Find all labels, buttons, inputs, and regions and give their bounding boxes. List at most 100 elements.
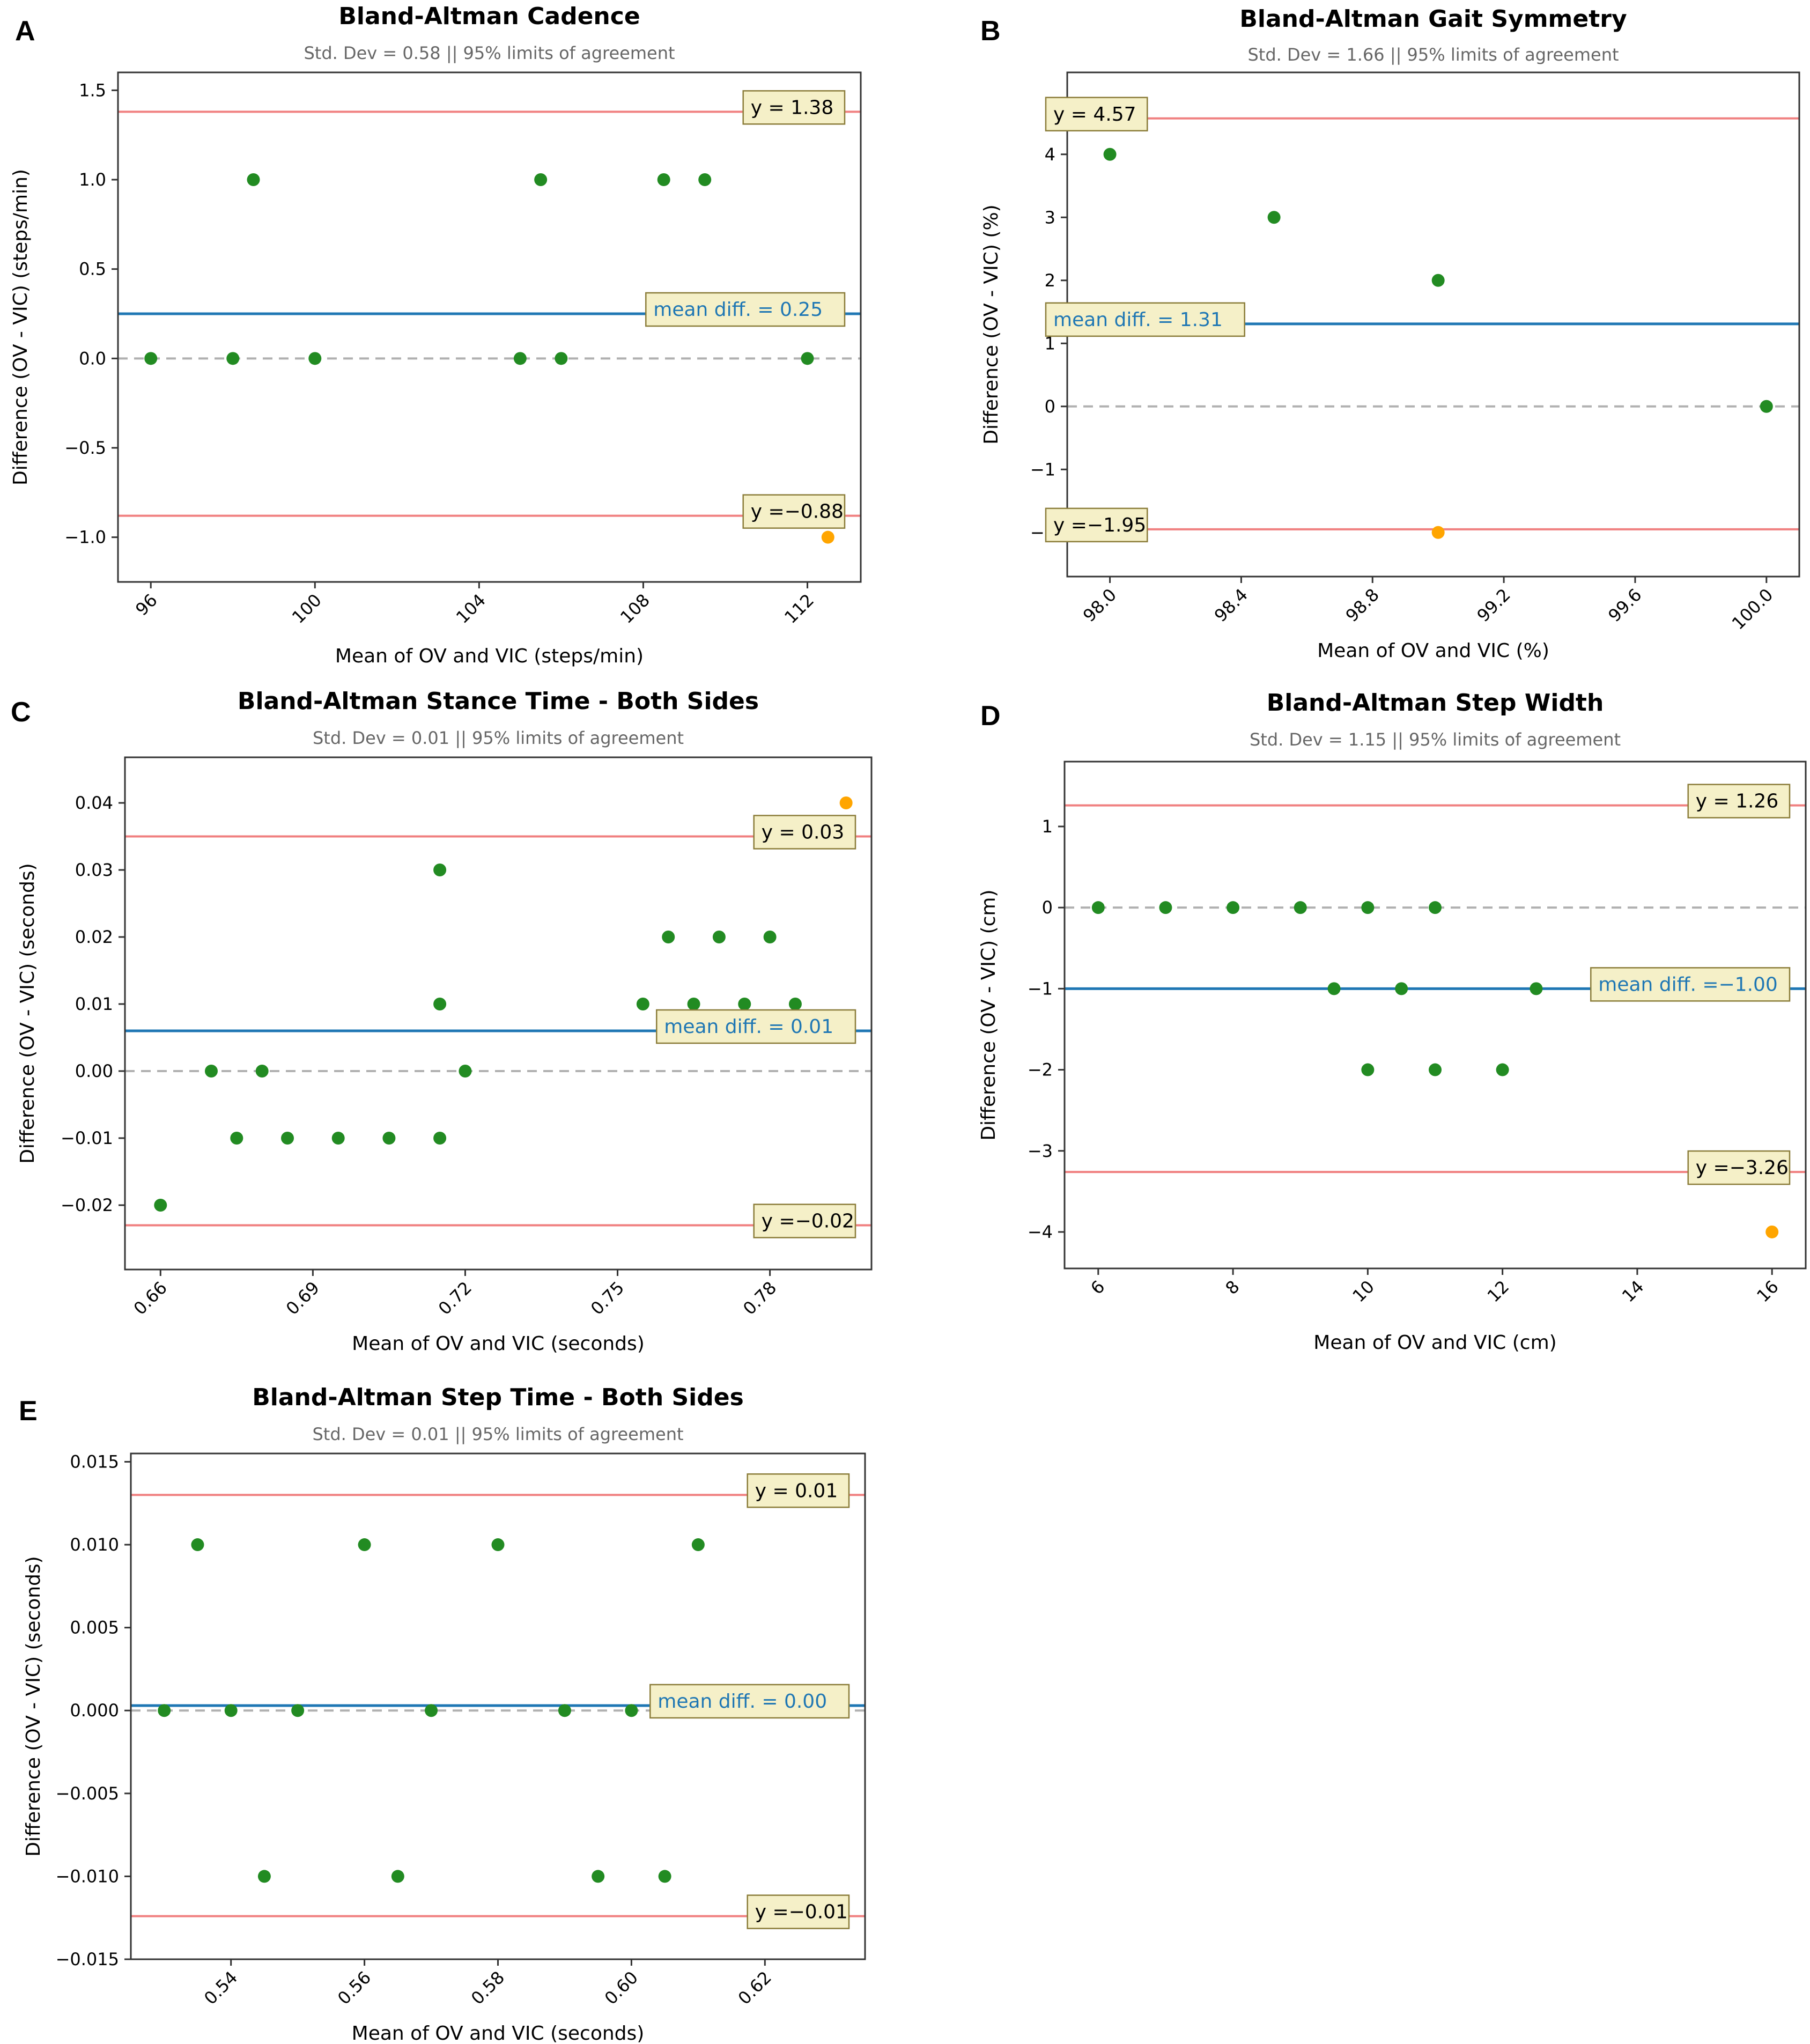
data-point <box>459 1065 472 1078</box>
data-point <box>230 1132 243 1145</box>
panel-a: A Bland-Altman Cadence Std. Dev = 0.58 || … <box>10 3 862 667</box>
chart-title: Bland-Altman Stance Time - Both Sides <box>238 688 759 715</box>
data-point <box>1429 1063 1442 1076</box>
y-tick-label: −0.015 <box>56 1949 119 1969</box>
data-point <box>491 1538 505 1552</box>
data-point <box>291 1704 305 1717</box>
x-tick-label: 98.0 <box>1079 585 1120 626</box>
outlier-point <box>1431 526 1445 539</box>
y-tick-label: 0 <box>1042 897 1053 918</box>
x-tick-label: 0.62 <box>734 1967 775 2009</box>
data-point <box>1361 901 1375 914</box>
data-point <box>1227 901 1240 914</box>
x-tick-label: 98.4 <box>1210 585 1252 626</box>
chart-subtitle: Std. Dev = 0.01 || 95% limits of agreeme… <box>313 728 684 748</box>
y-tick-label: −3 <box>1028 1141 1053 1161</box>
mean-diff-label: mean diff. = 0.01 <box>656 1009 856 1044</box>
mean-diff-label-box <box>649 1684 850 1719</box>
data-point <box>691 1538 705 1552</box>
data-point <box>331 1132 345 1145</box>
chart-subtitle: Std. Dev = 0.01 || 95% limits of agreeme… <box>312 1424 683 1444</box>
mean-diff-label-text: mean diff. =−1.00 <box>1598 973 1778 995</box>
data-point <box>1429 901 1442 914</box>
y-tick-label: 0.010 <box>70 1534 119 1555</box>
y-tick-label: 0.04 <box>75 793 113 813</box>
lower-limit-label-text: y =−0.01 <box>755 1901 848 1923</box>
outlier-point <box>821 530 834 544</box>
data-point <box>636 998 649 1010</box>
data-point <box>625 1704 638 1717</box>
data-point <box>247 173 260 186</box>
data-point <box>1091 901 1105 914</box>
data-point <box>1294 901 1307 914</box>
panel-letter: D <box>980 700 1001 732</box>
data-point <box>513 352 527 365</box>
data-point <box>257 1870 271 1883</box>
lower-limit-label-box <box>1045 507 1148 543</box>
x-tick-label: 100 <box>288 590 326 628</box>
lower-limit-label-text: y =−3.26 <box>1696 1157 1789 1179</box>
data-point <box>433 998 447 1010</box>
data-point <box>158 1704 171 1717</box>
data-point <box>698 173 712 186</box>
data-point <box>226 352 240 365</box>
mean-diff-label-text: mean diff. = 0.25 <box>653 299 823 321</box>
y-tick-label: 0.015 <box>70 1451 119 1472</box>
data-point <box>255 1065 269 1078</box>
upper-limit-label-text: y = 0.01 <box>755 1480 838 1502</box>
y-tick-label: −0.01 <box>61 1128 113 1148</box>
y-tick-label: 0 <box>1045 396 1055 417</box>
x-tick-label: 6 <box>1087 1276 1109 1298</box>
data-point <box>154 1199 167 1212</box>
y-tick-label: 0.01 <box>75 994 113 1014</box>
x-tick-label: 108 <box>616 590 654 628</box>
upper-limit-label: y = 0.03 <box>753 815 856 850</box>
upper-limit-label-text: y = 1.26 <box>1696 791 1779 813</box>
mean-diff-label-box <box>1590 967 1791 1002</box>
mean-diff-label: mean diff. = 0.00 <box>649 1684 850 1719</box>
lower-limit-label-box <box>1687 1150 1791 1185</box>
x-tick-label: 0.69 <box>282 1278 323 1319</box>
data-point <box>657 173 670 186</box>
y-tick-label: 1.0 <box>79 169 106 190</box>
upper-limit-label-text: y = 0.03 <box>762 822 845 844</box>
lower-limit-label-box <box>747 1894 850 1929</box>
panel-letter: A <box>15 16 35 47</box>
mean-diff-label-box <box>656 1009 856 1044</box>
y-axis-label: Difference (OV - VIC) (seconds) <box>17 863 39 1163</box>
plot-area <box>118 110 861 544</box>
x-tick-label: 10 <box>1348 1276 1378 1307</box>
axes-frame <box>124 756 873 1271</box>
y-tick-label: −0.5 <box>64 438 106 458</box>
y-tick-label: −2 <box>1028 1060 1053 1080</box>
lower-limit-label-box <box>753 1204 856 1238</box>
data-point <box>382 1132 396 1145</box>
mean-diff-label-text: mean diff. = 0.00 <box>657 1691 827 1713</box>
x-axis-label: Mean of OV and VIC (seconds) <box>352 1333 645 1355</box>
x-tick-label: 16 <box>1753 1276 1783 1307</box>
x-tick-label: 98.8 <box>1342 585 1383 626</box>
upper-limit-label-text: y = 4.57 <box>1053 104 1136 126</box>
x-tick-label: 8 <box>1221 1276 1243 1298</box>
y-tick-label: −4 <box>1028 1222 1053 1242</box>
y-tick-label: 1 <box>1042 816 1053 837</box>
chart-title: Bland-Altman Step Time - Both Sides <box>252 1384 744 1411</box>
x-tick-label: 99.2 <box>1473 585 1515 626</box>
upper-limit-label-box <box>747 1473 850 1508</box>
upper-limit-label-box <box>742 90 846 125</box>
panel-letter: E <box>19 1396 38 1427</box>
data-point <box>1496 1063 1509 1076</box>
chart-subtitle: Std. Dev = 0.58 || 95% limits of agreeme… <box>304 43 675 63</box>
y-tick-label: −0.02 <box>61 1195 113 1215</box>
y-tick-label: −0.005 <box>56 1783 119 1804</box>
lower-limit-label-text: y =−0.88 <box>751 501 844 523</box>
y-axis-label: Difference (OV - VIC) (cm) <box>978 889 1000 1140</box>
data-point <box>308 352 322 365</box>
upper-limit-label: y = 1.38 <box>742 90 846 125</box>
mean-diff-label-box <box>1045 302 1245 337</box>
x-axis-label: Mean of OV and VIC (cm) <box>1313 1332 1556 1354</box>
axes-frame <box>117 71 862 583</box>
data-point <box>1159 901 1172 914</box>
data-point <box>224 1704 238 1717</box>
y-tick-label: 4 <box>1045 144 1055 165</box>
